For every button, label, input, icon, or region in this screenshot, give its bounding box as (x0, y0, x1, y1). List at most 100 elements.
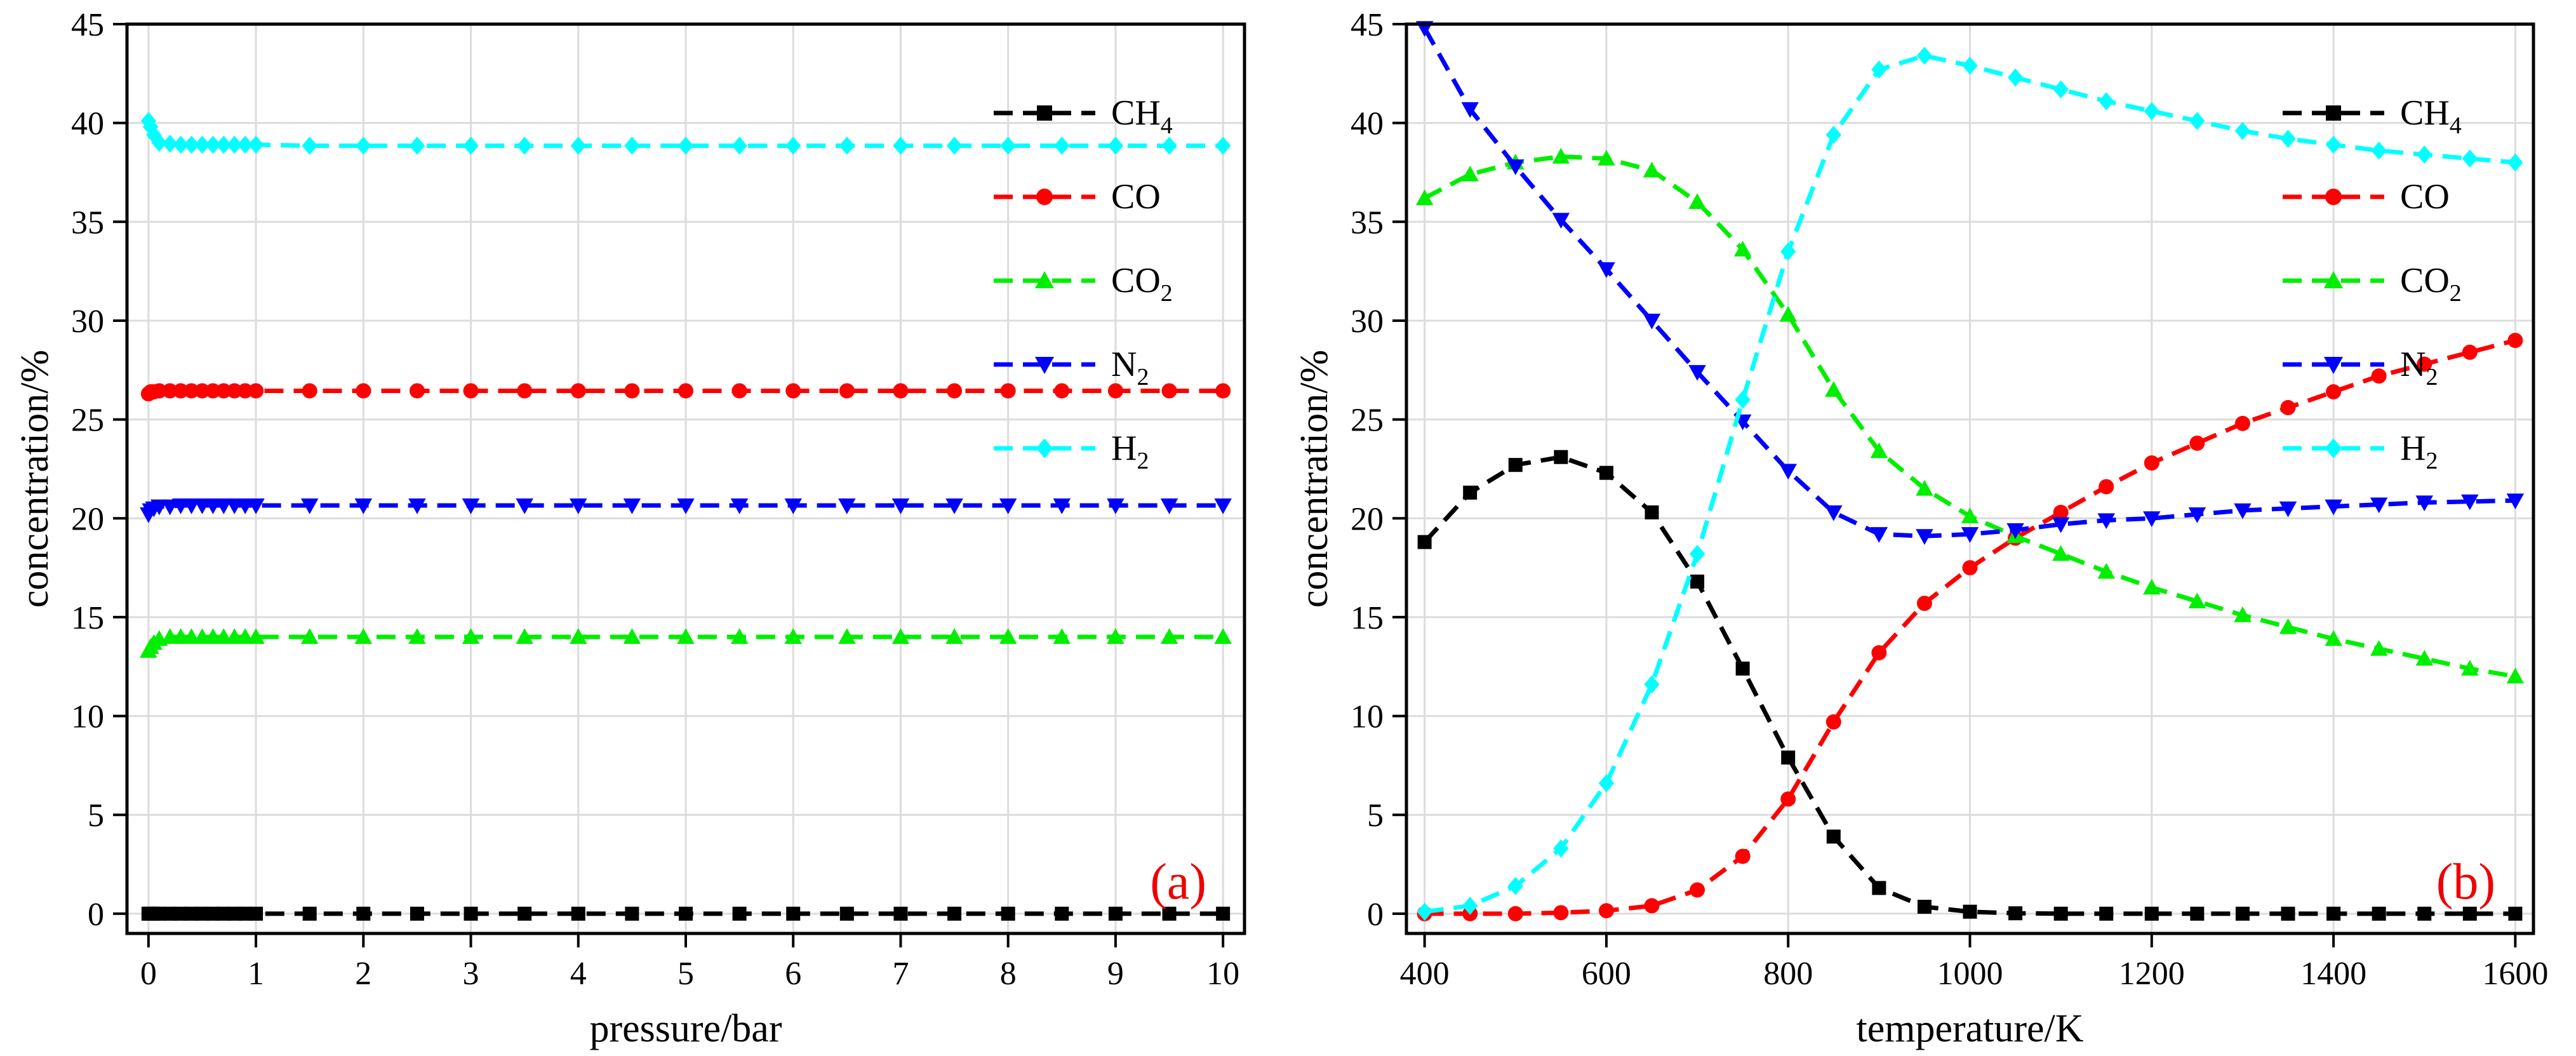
data-point-ch4 (1001, 906, 1015, 921)
y-tick-label: 0 (88, 897, 104, 933)
data-point-ch4 (893, 906, 908, 921)
data-point-n2 (999, 498, 1017, 514)
data-point-h2 (1553, 839, 1569, 858)
data-point-n2 (677, 498, 695, 514)
data-point-ch4 (1826, 829, 1841, 844)
data-point-co2 (516, 628, 533, 645)
data-point-co (1598, 903, 1614, 919)
data-point-ch4 (2144, 906, 2159, 921)
data-point-co2 (1916, 479, 1933, 496)
data-point-h2 (2007, 68, 2024, 87)
data-point-co2 (1214, 628, 1232, 645)
legend-label-main: H (2400, 429, 2426, 468)
data-point-h2 (731, 137, 747, 155)
data-point-h2 (624, 137, 640, 155)
data-point-h2 (2462, 149, 2478, 168)
data-point-h2 (2189, 112, 2205, 130)
y-tick-label: 25 (71, 403, 104, 439)
data-point-n2 (2006, 523, 2024, 539)
y-tick-label: 40 (71, 106, 104, 142)
data-point-n2 (2052, 517, 2070, 533)
legend-marker-ch4 (2326, 105, 2341, 121)
data-point-co2 (677, 628, 695, 645)
y-axis-title: concentration/% (1293, 350, 1336, 608)
data-point-ch4 (195, 906, 210, 921)
legend-label-h2: H2 (1111, 429, 1149, 474)
data-point-ch4 (163, 906, 177, 921)
y-axis-title: concentration/% (13, 350, 57, 608)
data-point-co2 (1779, 305, 1797, 322)
legend-marker-ch4 (1037, 105, 1052, 121)
data-point-n2 (1160, 498, 1178, 514)
data-point-co2 (1825, 381, 1843, 397)
data-point-n2 (2097, 513, 2115, 530)
data-point-n2 (570, 498, 587, 514)
data-point-co2 (2234, 606, 2252, 622)
data-point-ch4 (2190, 906, 2205, 921)
data-point-n2 (1779, 464, 1797, 480)
x-tick-label: 3 (463, 956, 479, 992)
data-point-n2 (354, 498, 373, 514)
data-point-ch4 (217, 906, 231, 921)
x-axis-title: pressure/bar (590, 1007, 782, 1050)
data-point-ch4 (1162, 906, 1177, 921)
data-point-h2 (893, 137, 909, 155)
data-point-co (162, 383, 178, 399)
data-point-h2 (194, 135, 210, 154)
data-point-co2 (2188, 592, 2206, 609)
data-point-h2 (1689, 544, 1705, 563)
data-point-co2 (1552, 147, 1570, 164)
data-point-co (2417, 356, 2433, 372)
data-point-n2 (408, 498, 426, 514)
data-point-h2 (1161, 137, 1177, 155)
data-point-ch4 (839, 906, 854, 921)
data-point-n2 (945, 498, 963, 514)
y-tick-label: 10 (71, 699, 104, 735)
x-tick-label: 800 (1763, 956, 1813, 992)
data-point-h2 (1417, 902, 1432, 921)
data-point-co (205, 383, 221, 399)
data-point-n2 (2325, 499, 2342, 516)
data-point-ch4 (679, 906, 693, 921)
data-point-ch4 (356, 906, 371, 921)
data-point-co (1780, 791, 1796, 807)
data-point-n2 (2461, 494, 2479, 511)
data-point-h2 (2417, 145, 2433, 164)
data-point-co (151, 383, 167, 399)
legend-label-main: N (1111, 345, 1137, 384)
data-point-co (302, 383, 317, 399)
data-point-ch4 (2372, 906, 2386, 921)
data-point-co (947, 383, 963, 399)
data-point-ch4 (2099, 906, 2114, 921)
data-point-ch4 (2235, 906, 2250, 921)
data-point-h2 (1000, 137, 1016, 155)
data-point-n2 (161, 499, 179, 516)
data-point-co (731, 383, 747, 399)
legend-marker-h2 (1036, 438, 1053, 458)
data-point-h2 (1825, 126, 1841, 144)
data-point-n2 (730, 498, 749, 514)
data-point-ch4 (249, 906, 264, 921)
data-point-n2 (2143, 511, 2161, 528)
legend-label-co: CO (1111, 177, 1161, 217)
legend-label-main: N (2400, 345, 2426, 384)
data-point-co2 (999, 628, 1017, 645)
data-point-co (2507, 333, 2523, 349)
data-point-n2 (300, 498, 319, 514)
data-point-co (1690, 882, 1705, 898)
data-point-co (517, 383, 533, 399)
data-point-h2 (1735, 391, 1751, 409)
data-point-h2 (1507, 876, 1523, 895)
data-point-co (1215, 383, 1231, 399)
data-point-co2 (1160, 628, 1178, 645)
legend-label-subscript: 4 (2450, 112, 2462, 139)
data-point-co (409, 383, 425, 399)
data-point-ch4 (2326, 906, 2341, 921)
legend-label-subscript: 2 (2450, 280, 2462, 307)
data-point-n2 (1825, 505, 1843, 521)
data-point-h2 (2371, 141, 2387, 160)
y-tick-label: 35 (1351, 204, 1384, 241)
data-point-ch4 (1872, 881, 1886, 895)
data-point-n2 (838, 498, 856, 514)
legend-label-main: CO (1111, 261, 1161, 300)
